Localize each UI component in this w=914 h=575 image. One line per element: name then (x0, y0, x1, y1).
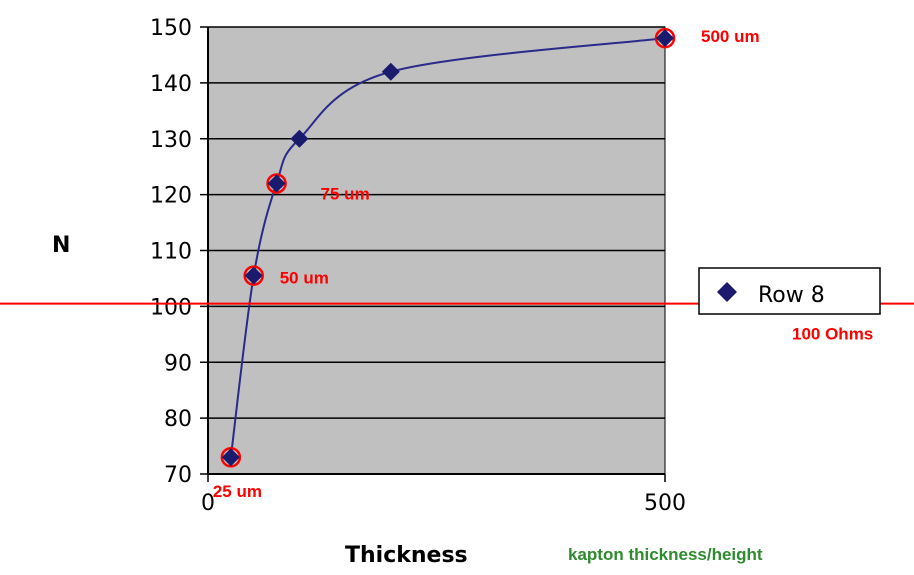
y-axis-label: N (52, 233, 70, 258)
y-tick-label: 80 (164, 407, 192, 432)
y-tick-label: 150 (150, 16, 192, 41)
point-annotations: 25 um 50 um 75 um 500 um (213, 27, 760, 501)
x-tick-label: 0 (201, 491, 215, 516)
y-tick-label: 100 (150, 295, 192, 320)
x-axis-label: Thickness (345, 543, 468, 568)
y-tick-label: 110 (150, 240, 192, 265)
data-point-marker (267, 174, 286, 193)
y-tick-label: 130 (150, 128, 192, 153)
data-point-marker (244, 266, 263, 285)
legend-label: Row 8 (758, 283, 825, 308)
point-annotation: 25 um (213, 482, 262, 501)
y-tick-label: 140 (150, 72, 192, 97)
data-point-marker (656, 29, 674, 48)
grid-lines (200, 26, 665, 475)
series-line-row-8 (229, 37, 666, 458)
y-tick-label: 90 (164, 351, 192, 376)
series-markers (221, 29, 674, 467)
legend: Row 8 (698, 267, 881, 315)
y-tick-label: 120 (150, 184, 192, 209)
x-tick-labels: 0 500 (201, 474, 686, 516)
point-annotation: 500 um (701, 27, 760, 46)
y-tick-labels: 70 80 90 100 110 120 130 140 150 (150, 16, 192, 488)
data-point-marker (221, 448, 240, 467)
y-tick-label: 70 (164, 463, 192, 488)
data-point-marker (290, 129, 309, 148)
data-point-marker (381, 62, 400, 81)
reference-line-label: 100 Ohms (792, 325, 873, 344)
point-annotation: 50 um (280, 269, 329, 288)
x-axis-note: kapton thickness/height (568, 545, 763, 564)
x-tick-label: 500 (644, 491, 686, 516)
legend-marker (717, 282, 737, 302)
point-annotation: 75 um (321, 184, 370, 203)
